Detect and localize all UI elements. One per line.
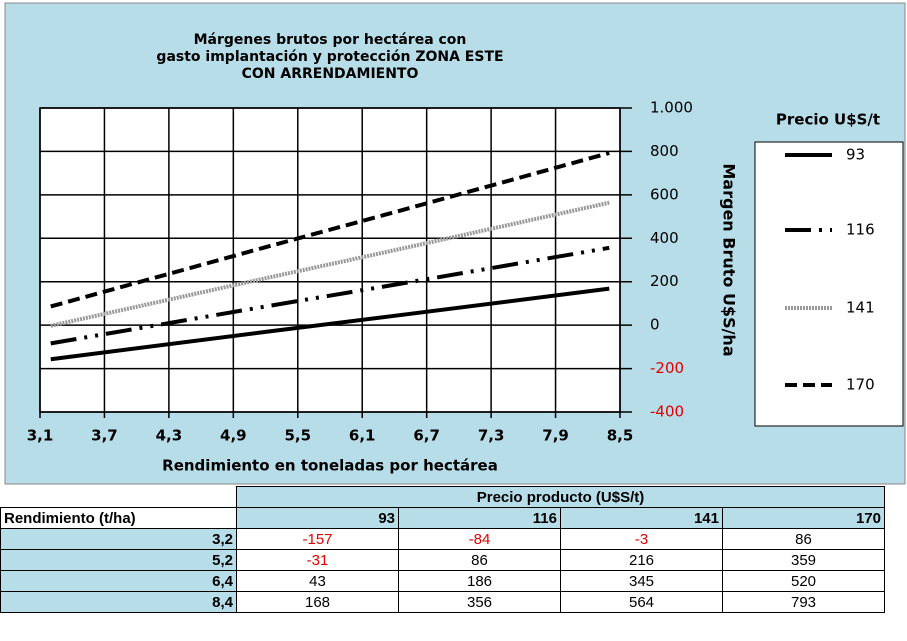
table-cell: 168: [236, 591, 399, 613]
table-cell: 86: [398, 549, 561, 571]
x-tick-label: 6,1: [349, 427, 376, 445]
column-header: 170: [722, 507, 885, 529]
x-tick-label: 4,3: [156, 427, 183, 445]
table-cell: 345: [560, 570, 723, 592]
table-cell: 216: [560, 549, 723, 571]
column-header: Rendimiento (t/ha): [0, 507, 237, 529]
plot-area: [40, 108, 620, 412]
row-label: 6,4: [0, 570, 237, 592]
x-tick-label: 5,5: [284, 427, 311, 445]
chart-title: gasto implantación y protección ZONA EST…: [156, 49, 503, 65]
table-cell: 793: [722, 591, 885, 613]
row-label: 5,2: [0, 549, 237, 571]
plot-border: [39, 107, 621, 413]
chart-title: Márgenes brutos por hectárea con: [194, 32, 467, 48]
column-header: 141: [560, 507, 723, 529]
chart-title: CON ARRENDAMIENTO: [242, 66, 419, 82]
x-tick-label: 6,7: [413, 427, 440, 445]
y-tick-label: -200: [650, 359, 684, 377]
legend-box: [754, 141, 904, 427]
legend-label: 93: [846, 146, 865, 164]
table-cell: -84: [398, 528, 561, 550]
table-cell: 564: [560, 591, 723, 613]
y-tick-label: 400: [650, 229, 679, 247]
series-line: [50, 286, 610, 362]
series-line: [50, 200, 610, 328]
table-cell: -31: [236, 549, 399, 571]
series-line: [50, 245, 610, 346]
x-tick-label: 3,1: [27, 427, 54, 445]
data-table: Precio producto (U$S/t) Rendimiento (t/ha…: [0, 486, 885, 613]
chart: Márgenes brutos por hectárea con gasto i…: [4, 2, 906, 485]
legend-label: 116: [846, 221, 875, 239]
table-cell: 43: [236, 570, 399, 592]
table-cell: -3: [560, 528, 723, 550]
y-tick-label: -400: [650, 403, 684, 421]
y-tick-label: 0: [650, 316, 660, 334]
row-label: 3,2: [0, 528, 237, 550]
series-line: [50, 151, 610, 309]
y-tick-label: 200: [650, 272, 679, 290]
table-title: Precio producto (U$S/t): [236, 486, 885, 508]
x-tick-label: 8,5: [607, 427, 634, 445]
x-tick-label: 3,7: [91, 427, 118, 445]
legend-label: 141: [846, 299, 875, 317]
blank: [1, 487, 237, 508]
column-header: 116: [398, 507, 561, 529]
table-cell: 359: [722, 549, 885, 571]
y-tick-label: 800: [650, 142, 679, 160]
table-cell: -157: [236, 528, 399, 550]
y-tick-label: 1.000: [650, 99, 693, 117]
x-axis-title: Rendimiento en toneladas por hectárea: [162, 457, 498, 475]
legend-title: Precio U$S/t: [776, 111, 880, 129]
y-axis-title: Margen Bruto U$S/ha: [720, 163, 739, 356]
x-tick-label: 7,3: [478, 427, 505, 445]
x-tick-label: 7,9: [542, 427, 569, 445]
y-tick-label: 600: [650, 185, 679, 203]
legend-label: 170: [846, 376, 875, 394]
x-tick-label: 4,9: [220, 427, 247, 445]
row-label: 8,4: [0, 591, 237, 613]
table-cell: 520: [722, 570, 885, 592]
table-cell: 186: [398, 570, 561, 592]
column-header: 93: [236, 507, 399, 529]
table-cell: 86: [722, 528, 885, 550]
table-cell: 356: [398, 591, 561, 613]
